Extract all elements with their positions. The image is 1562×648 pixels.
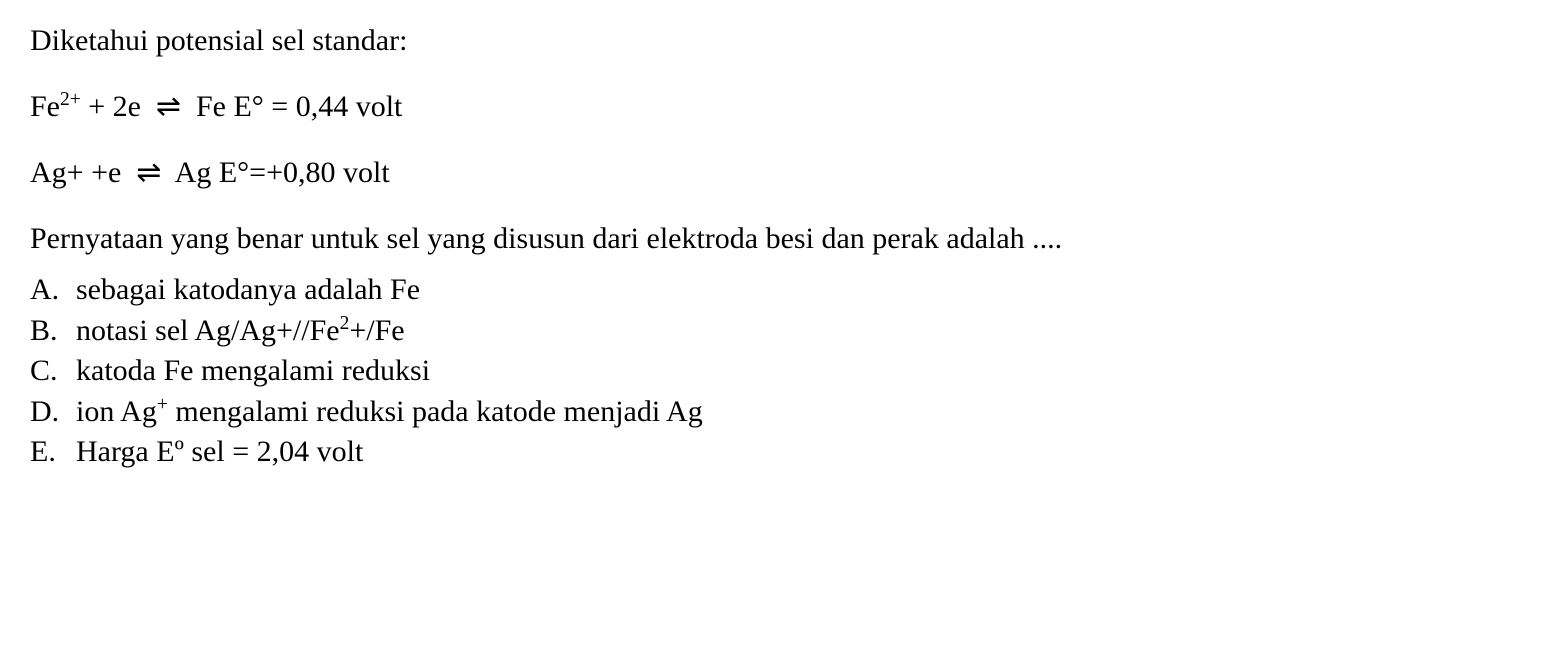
eq2-rhs: Ag E°=+0,80 volt xyxy=(169,156,390,189)
option-d-post: mengalami reduksi pada katode menjadi Ag xyxy=(168,395,703,428)
option-c: C. katoda Fe mengalami reduksi xyxy=(30,351,1532,392)
option-text: sebagai katodanya adalah Fe xyxy=(76,270,420,311)
option-text: ion Ag+ mengalami reduksi pada katode me… xyxy=(76,392,703,433)
option-text: notasi sel Ag/Ag+//Fe2+/Fe xyxy=(76,311,405,352)
option-letter: B. xyxy=(30,311,62,352)
option-letter: C. xyxy=(30,351,62,392)
eq1-charge: 2+ xyxy=(60,89,81,110)
eq2-arrow: ⇌ xyxy=(129,152,169,194)
equation-1: Fe2+ + 2e ⇌ Fe E° = 0,44 volt xyxy=(30,86,1532,128)
option-d: D. ion Ag+ mengalami reduksi pada katode… xyxy=(30,392,1532,433)
option-e: E. Harga Eº sel = 2,04 volt xyxy=(30,432,1532,473)
equation-2: Ag+ +e ⇌ Ag E°=+0,80 volt xyxy=(30,152,1532,194)
option-b-pre: notasi sel Ag/Ag+//Fe xyxy=(76,314,340,347)
eq1-arrow: ⇌ xyxy=(148,86,188,128)
option-d-sup: + xyxy=(157,394,168,415)
option-b-post: +/Fe xyxy=(349,314,404,347)
option-letter: E. xyxy=(30,432,62,473)
option-letter: D. xyxy=(30,392,62,433)
option-text: katoda Fe mengalami reduksi xyxy=(76,351,430,392)
option-letter: A. xyxy=(30,270,62,311)
eq1-species: Fe xyxy=(30,90,60,123)
option-b: B. notasi sel Ag/Ag+//Fe2+/Fe xyxy=(30,311,1532,352)
option-a: A. sebagai katodanya adalah Fe xyxy=(30,270,1532,311)
intro-text: Diketahui potensial sel standar: xyxy=(30,20,1532,62)
options-list: A. sebagai katodanya adalah Fe B. notasi… xyxy=(30,270,1532,473)
eq1-rhs: Fe E° = 0,44 volt xyxy=(188,90,402,123)
option-b-sup: 2 xyxy=(340,313,350,334)
option-d-pre: ion Ag xyxy=(76,395,157,428)
question-text: Pernyataan yang benar untuk sel yang dis… xyxy=(30,218,1532,260)
eq2-lhs: Ag+ +e xyxy=(30,156,129,189)
eq1-plus: + 2e xyxy=(81,90,149,123)
option-text: Harga Eº sel = 2,04 volt xyxy=(76,432,363,473)
